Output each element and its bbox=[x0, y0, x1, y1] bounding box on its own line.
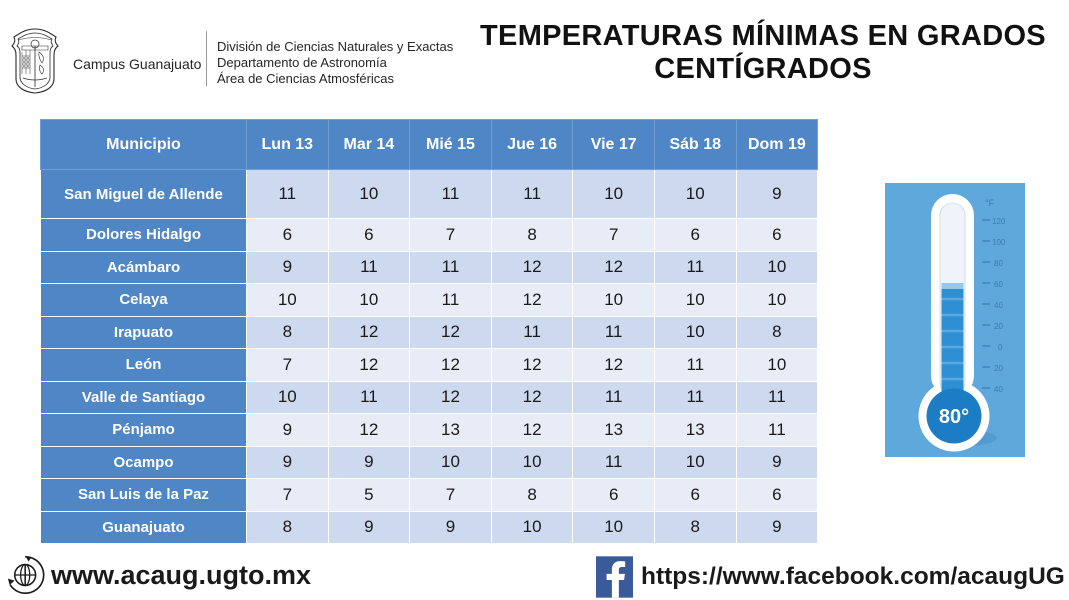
svg-text:100: 100 bbox=[992, 238, 1006, 247]
svg-text:60: 60 bbox=[994, 280, 1003, 289]
svg-text:120: 120 bbox=[992, 217, 1006, 226]
svg-text:80°: 80° bbox=[939, 406, 969, 428]
svg-text:20: 20 bbox=[994, 322, 1003, 331]
svg-text:°F: °F bbox=[985, 198, 995, 208]
svg-text:20: 20 bbox=[994, 364, 1003, 373]
svg-text:40: 40 bbox=[994, 385, 1003, 394]
svg-text:80: 80 bbox=[994, 259, 1003, 268]
svg-text:40: 40 bbox=[994, 301, 1003, 310]
svg-text:0: 0 bbox=[998, 343, 1003, 352]
